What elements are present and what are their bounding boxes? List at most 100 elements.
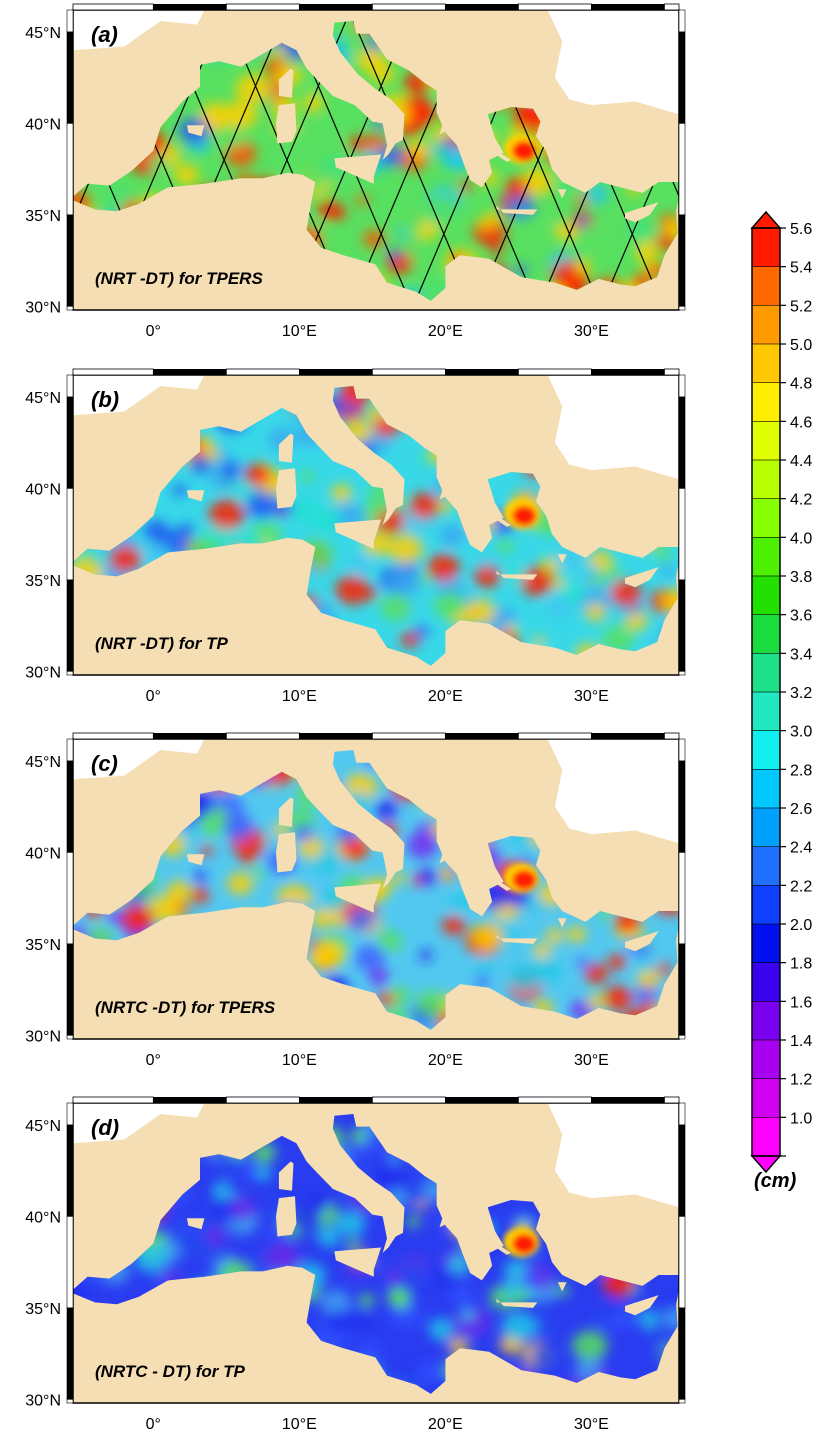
panel-title: (NRT -DT) for TP xyxy=(95,634,228,653)
island xyxy=(625,1295,659,1316)
lon-tick-label: 20°E xyxy=(428,323,463,340)
island xyxy=(334,1247,382,1277)
lat-tick-label: 45°N xyxy=(25,25,61,42)
island xyxy=(486,1236,512,1255)
colorbar-tick-label: 5.2 xyxy=(790,298,812,315)
colorbar-segment xyxy=(751,614,781,655)
island xyxy=(625,567,659,588)
lon-tick-label: 0° xyxy=(146,688,161,705)
island xyxy=(486,143,512,162)
island xyxy=(186,125,205,137)
colorbar-segment xyxy=(751,884,781,925)
lat-tick-label: 45°N xyxy=(25,754,61,771)
lat-tick-label: 40°N xyxy=(25,845,61,862)
colorbar-segment xyxy=(751,1078,781,1119)
colorbar-tick-label: 1.2 xyxy=(790,1072,812,1089)
colorbar-tick-label: 5.6 xyxy=(790,221,812,238)
colorbar-tick-label: 3.2 xyxy=(790,685,812,702)
panel-label: (c) xyxy=(91,751,118,776)
lat-tick-label: 35°N xyxy=(25,208,61,225)
colorbar-segment xyxy=(751,266,781,307)
colorbar-tick-label: 4.8 xyxy=(790,376,812,393)
island xyxy=(439,854,447,864)
colorbar-segment xyxy=(751,343,781,384)
island xyxy=(625,931,659,952)
colorbar-tick-label: 2.8 xyxy=(790,762,812,779)
island xyxy=(278,433,294,463)
colorbar-tick-label: 2.4 xyxy=(790,840,812,857)
no-data-region xyxy=(547,375,679,480)
island xyxy=(186,1218,205,1230)
island xyxy=(486,872,512,891)
lon-tick-label: 20°E xyxy=(428,1052,463,1069)
colorbar-tick-label: 3.0 xyxy=(790,724,812,741)
lat-tick-label: 30°N xyxy=(25,1028,61,1045)
lon-tick-label: 0° xyxy=(146,1052,161,1069)
colorbar-segment xyxy=(751,846,781,887)
colorbar-tick-label: 5.0 xyxy=(790,337,812,354)
lon-tick-label: 20°E xyxy=(428,1416,463,1433)
colorbar-segment xyxy=(751,420,781,461)
colorbar-segment xyxy=(751,923,781,964)
island xyxy=(278,1161,294,1191)
lat-tick-label: 40°N xyxy=(25,116,61,133)
colorbar-segment xyxy=(751,962,781,1003)
island xyxy=(496,1298,538,1308)
colorbar-max-arrow xyxy=(750,210,782,229)
lat-tick-label: 40°N xyxy=(25,1209,61,1226)
lat-tick-label: 30°N xyxy=(25,299,61,316)
colorbar-unit: (cm) xyxy=(754,1170,797,1192)
lat-tick-label: 45°N xyxy=(25,1118,61,1135)
island xyxy=(186,854,205,866)
colorbar-tick-label: 1.4 xyxy=(790,1033,812,1050)
island xyxy=(439,490,447,500)
island xyxy=(276,468,297,509)
island xyxy=(334,883,382,913)
island xyxy=(557,1282,567,1292)
island xyxy=(486,508,512,527)
colorbar-tick-label: 3.8 xyxy=(790,569,812,586)
colorbar-tick-label: 4.6 xyxy=(790,414,812,431)
colorbar-segment xyxy=(751,730,781,771)
colorbar-tick-label: 2.6 xyxy=(790,801,812,818)
lon-tick-label: 0° xyxy=(146,323,161,340)
island xyxy=(276,1196,297,1237)
colorbar-tick-label: 3.4 xyxy=(790,646,812,663)
map-panel-d: 45°N 40°N 35°N 30°N 0° 10°E 20°E 30°E (d) (NRTC -… xyxy=(25,1096,686,1433)
colorbar-tick-label: 1.6 xyxy=(790,994,812,1011)
no-data-region xyxy=(73,1103,205,1144)
island xyxy=(276,103,297,144)
island xyxy=(496,934,538,944)
no-data-region xyxy=(73,739,205,780)
lon-tick-label: 10°E xyxy=(282,323,317,340)
no-data-region xyxy=(547,10,679,115)
island xyxy=(278,68,294,98)
colorbar-tick-label: 5.4 xyxy=(790,260,812,277)
island xyxy=(557,554,567,564)
lat-tick-label: 35°N xyxy=(25,937,61,954)
colorbar-segment xyxy=(751,498,781,539)
island xyxy=(496,205,538,215)
no-data-region xyxy=(73,10,205,51)
lat-tick-label: 35°N xyxy=(25,573,61,590)
panel-title: (NRTC - DT) for TP xyxy=(95,1362,245,1381)
colorbar-tick-label: 4.4 xyxy=(790,453,812,470)
colorbar-tick-label: 1.0 xyxy=(790,1110,812,1127)
lon-tick-label: 20°E xyxy=(428,688,463,705)
colorbar-segment xyxy=(751,691,781,732)
lon-tick-label: 30°E xyxy=(574,688,609,705)
colorbar-tick-label: 4.2 xyxy=(790,492,812,509)
colorbar-tick-label: 2.2 xyxy=(790,878,812,895)
colorbar-segment xyxy=(751,227,781,268)
colorbar-segment xyxy=(751,575,781,616)
island xyxy=(439,125,447,135)
lon-tick-label: 30°E xyxy=(574,1052,609,1069)
no-data-region xyxy=(547,739,679,844)
colorbar-segment xyxy=(751,304,781,345)
island xyxy=(496,570,538,580)
lon-tick-label: 30°E xyxy=(574,1416,609,1433)
panel-title: (NRT -DT) for TPERS xyxy=(95,269,263,288)
island xyxy=(557,189,567,199)
lat-tick-label: 30°N xyxy=(25,1392,61,1409)
map-panel-b: 45°N 40°N 35°N 30°N 0° 10°E 20°E 30°E (b) (NRT -D… xyxy=(25,368,686,705)
